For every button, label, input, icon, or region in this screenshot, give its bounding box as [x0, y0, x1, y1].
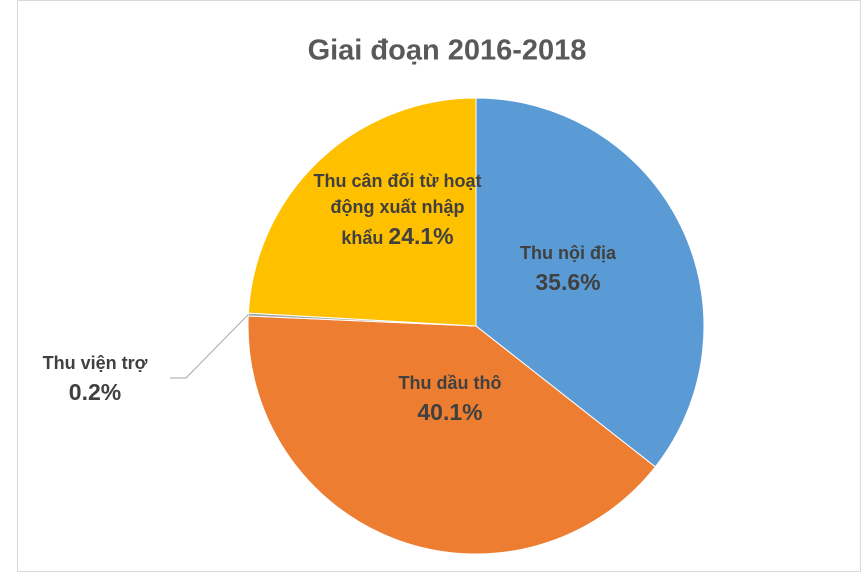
- category-label: Thu viện trợ: [42, 353, 148, 373]
- slice-label: Thu nội địa 35.6%: [498, 240, 638, 299]
- category-label: Thu dầu thô: [398, 373, 502, 393]
- pie-slice: [247, 97, 477, 327]
- slice-label: Thu viện trợ 0.2%: [20, 350, 170, 409]
- slice-label: Thu dầu thô 40.1%: [365, 370, 535, 429]
- slice-label-box: Thu dầu thô 40.1%: [365, 370, 535, 429]
- pie-slice: [247, 315, 656, 555]
- value-label: 24.1%: [388, 223, 454, 250]
- leader-line: [170, 314, 249, 379]
- slice-label-box: Thu cân đối từ hoạt động xuất nhập khẩu …: [310, 168, 485, 254]
- chart-title: Giai đoạn 2016-2018: [308, 35, 587, 67]
- slice-label-box: Thu viện trợ 0.2%: [20, 350, 170, 409]
- slice-label: Thu cân đối từ hoạt động xuất nhập khẩu …: [310, 168, 485, 254]
- value-label: 35.6%: [535, 269, 601, 296]
- pie-slice: [475, 97, 705, 468]
- slice-label-box: Thu nội địa 35.6%: [498, 240, 638, 299]
- category-label: Thu cân đối từ hoạt động xuất nhập khẩu: [313, 171, 482, 249]
- value-label: 40.1%: [417, 399, 483, 426]
- value-label: 0.2%: [68, 379, 122, 406]
- category-label: Thu nội địa: [520, 243, 616, 263]
